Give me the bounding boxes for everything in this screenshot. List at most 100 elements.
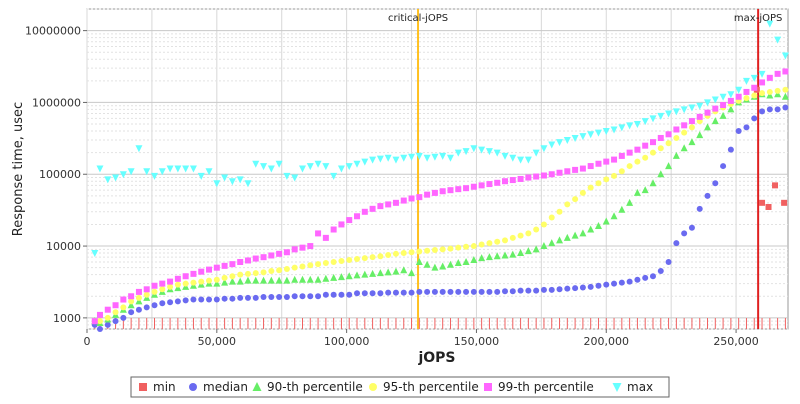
- data-point: [120, 314, 127, 321]
- data-point: [587, 283, 594, 290]
- data-point: [447, 187, 454, 194]
- data-point: [781, 199, 788, 206]
- data-point: [634, 146, 641, 153]
- data-point: [361, 270, 369, 278]
- data-point: [642, 274, 649, 281]
- data-point: [385, 201, 392, 208]
- data-point: [330, 291, 337, 298]
- data-point: [712, 180, 719, 187]
- data-point: [205, 168, 213, 176]
- data-point: [306, 275, 314, 283]
- data-point: [751, 92, 758, 99]
- data-point: [641, 186, 649, 194]
- data-point: [275, 276, 283, 284]
- data-point: [299, 244, 306, 251]
- data-point: [376, 269, 384, 277]
- data-point: [190, 270, 197, 277]
- data-point: [369, 205, 376, 212]
- data-point: [424, 288, 431, 295]
- data-point: [104, 176, 112, 184]
- data-point: [322, 234, 329, 241]
- data-point: [135, 145, 143, 153]
- data-point: [307, 293, 314, 300]
- data-point: [298, 165, 306, 173]
- data-point: [213, 279, 221, 287]
- data-point: [431, 288, 438, 295]
- data-point: [213, 296, 220, 303]
- data-point: [283, 265, 290, 272]
- data-point: [307, 262, 314, 269]
- data-point: [307, 243, 314, 250]
- data-point: [533, 173, 540, 180]
- data-point: [361, 255, 368, 262]
- data-point: [91, 250, 99, 258]
- data-point: [502, 178, 509, 185]
- data-point: [485, 148, 493, 156]
- data-point: [283, 276, 291, 284]
- data-point: [556, 286, 563, 293]
- data-point: [548, 214, 555, 221]
- data-point: [244, 257, 251, 264]
- data-point: [633, 188, 641, 196]
- data-point: [189, 165, 197, 173]
- data-point: [766, 74, 773, 81]
- data-point: [727, 97, 734, 104]
- data-point: [377, 203, 384, 210]
- data-point: [626, 122, 634, 130]
- data-point: [330, 273, 338, 281]
- data-point: [260, 294, 267, 301]
- data-point: [431, 247, 438, 254]
- data-point: [268, 267, 275, 274]
- data-point: [587, 225, 595, 233]
- data-point: [774, 106, 781, 113]
- data-point: [525, 287, 532, 294]
- data-point: [174, 275, 181, 282]
- data-point: [213, 180, 221, 188]
- data-point: [673, 126, 680, 133]
- data-point: [750, 74, 758, 82]
- data-point: [758, 70, 766, 78]
- data-point: [540, 242, 548, 250]
- data-point: [346, 256, 353, 263]
- data-point: [634, 158, 641, 165]
- data-point: [478, 241, 485, 248]
- data-point: [571, 231, 579, 239]
- data-point: [501, 152, 509, 160]
- data-point: [563, 233, 571, 241]
- data-point: [494, 238, 501, 245]
- data-point: [167, 283, 174, 290]
- data-point: [439, 288, 446, 295]
- data-point: [330, 226, 337, 233]
- data-point: [236, 277, 244, 285]
- data-point: [556, 236, 564, 244]
- data-point: [112, 174, 120, 182]
- data-point: [119, 171, 127, 179]
- data-point: [665, 131, 672, 138]
- data-point: [330, 172, 338, 180]
- data-point: [626, 149, 633, 156]
- data-point: [260, 276, 268, 284]
- data-point: [665, 258, 672, 265]
- data-point: [556, 208, 563, 215]
- data-point: [610, 212, 618, 220]
- data-point: [143, 304, 150, 311]
- data-point: [377, 253, 384, 260]
- data-point: [151, 172, 159, 180]
- marker-layer: critical-jOPS max-jOPS: [388, 9, 782, 329]
- data-point: [751, 84, 758, 91]
- data-point: [206, 277, 213, 284]
- data-point: [766, 106, 773, 113]
- data-point: [470, 183, 477, 190]
- x-tick-label: 200,000: [584, 335, 630, 348]
- data-point: [439, 188, 446, 195]
- data-point: [174, 165, 182, 173]
- data-point: [128, 298, 135, 305]
- data-point: [782, 104, 789, 111]
- legend-swatch: [189, 383, 197, 391]
- data-point: [704, 123, 712, 131]
- data-point: [337, 273, 345, 281]
- data-point: [579, 229, 587, 237]
- data-point: [579, 133, 587, 141]
- data-point: [291, 246, 298, 253]
